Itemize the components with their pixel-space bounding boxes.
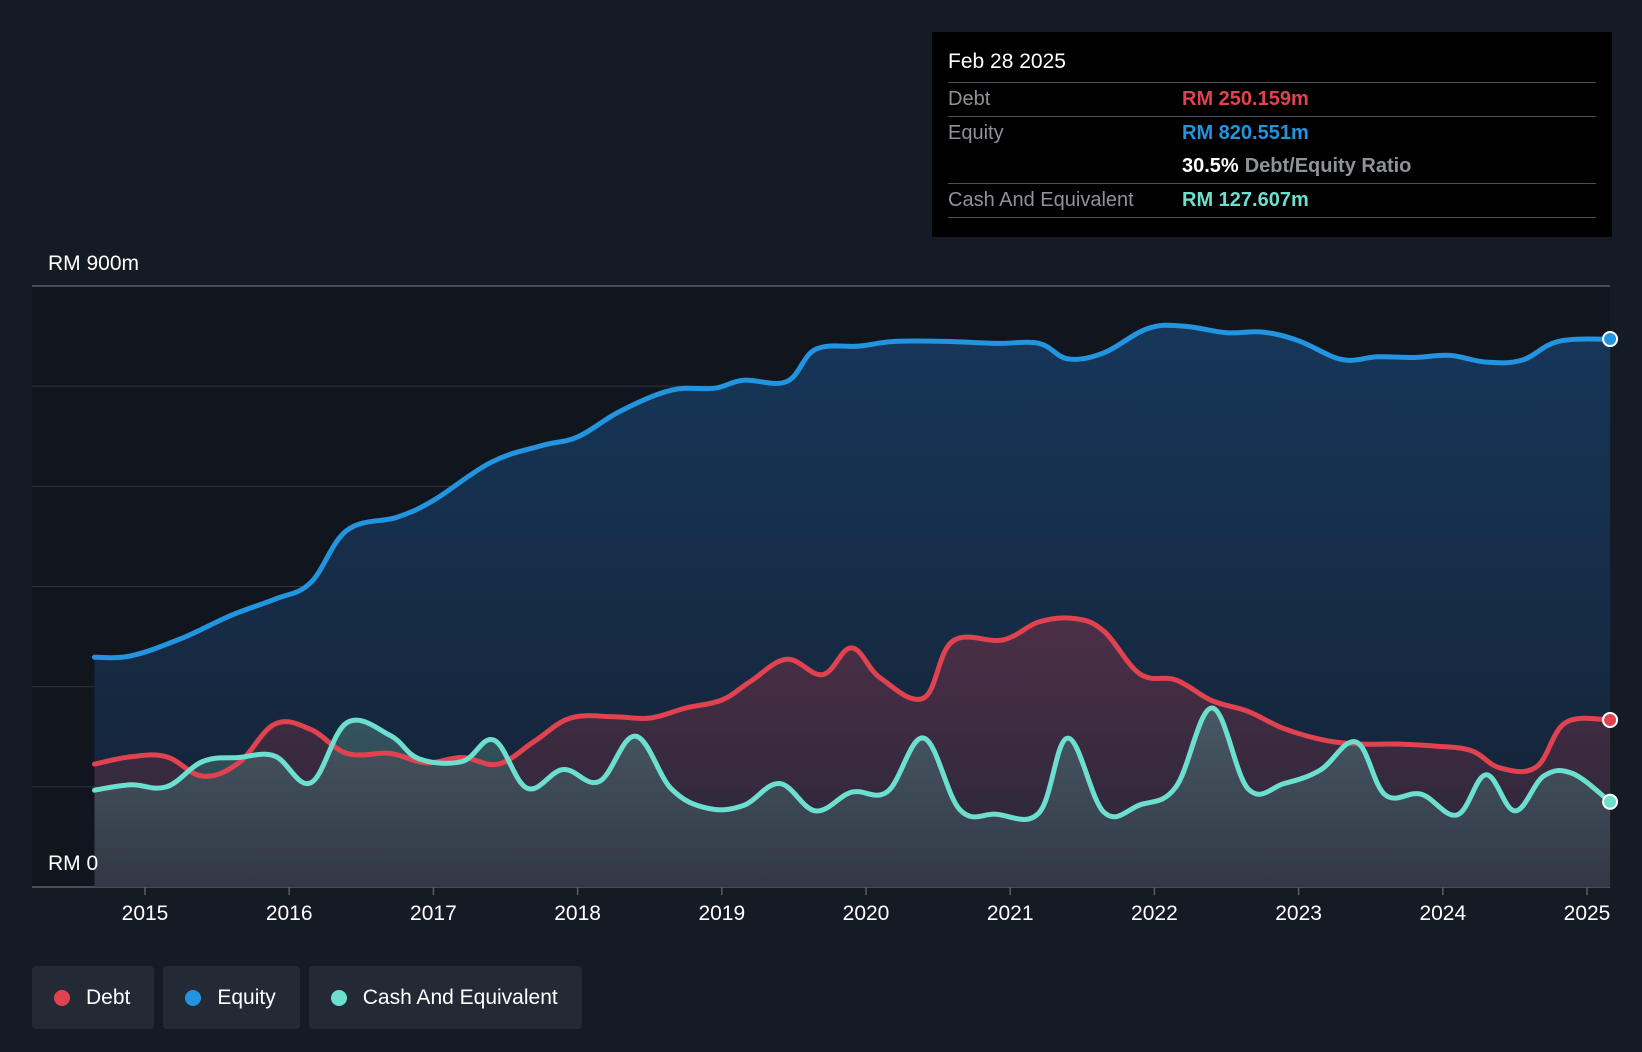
chart-legend: Debt Equity Cash And Equivalent [32,966,582,1029]
legend-item-debt[interactable]: Debt [32,966,155,1029]
cash-line [92,705,1613,822]
x-axis: 2015 2016 2017 2018 2019 2020 2021 2022 2023 2024… [122,887,1611,925]
tooltip-row-equity: Equity RM 820.551m [948,116,1596,150]
x-tick-label: 2021 [987,902,1034,925]
equity-dot-icon [185,989,202,1006]
cash-dot-icon [330,989,347,1006]
legend-item-equity[interactable]: Equity [163,966,300,1029]
legend-equity-label: Equity [217,985,276,1009]
legend-cash-label: Cash And Equivalent [362,985,558,1009]
tooltip-equity-label: Equity [948,122,1004,144]
tooltip-debt-value: RM 250.159m [1182,88,1309,110]
tooltip-cash-label: Cash And Equivalent [948,189,1134,211]
debt-endpoint-marker[interactable] [1602,711,1619,728]
y-axis-bottom-label: RM 0 [48,852,98,875]
legend-item-cash[interactable]: Cash And Equivalent [308,966,582,1029]
tooltip-ratio-value: 30.5% [1182,155,1239,177]
tooltip-panel: Feb 28 2025 Debt RM 250.159m Equity RM 8… [932,32,1612,237]
x-tick-label: 2025 [1564,902,1611,925]
x-tick-label: 2020 [843,902,890,925]
tooltip-date: Feb 28 2025 [948,50,1066,73]
equity-line [92,322,1613,661]
debt-dot-icon [54,989,70,1006]
tooltip-debt-label: Debt [948,88,991,110]
y-axis-top-label: RM 900m [48,252,139,275]
debt-line [92,615,1613,779]
equity-endpoint-marker[interactable] [1602,331,1619,348]
tooltip-ratio-label: Debt/Equity Ratio [1244,155,1412,177]
legend-debt-label: Debt [86,985,131,1009]
x-tick-label: 2016 [266,902,313,925]
tooltip-row-debt: Debt RM 250.159m [948,82,1596,116]
x-tick-label: 2024 [1419,902,1466,925]
x-tick-label: 2022 [1131,902,1178,925]
x-tick-label: 2018 [554,902,601,925]
x-tick-label: 2023 [1275,902,1322,925]
x-tick-label: 2019 [698,902,745,925]
x-tick-label: 2017 [410,902,457,925]
cash-endpoint-marker[interactable] [1602,793,1619,810]
tooltip-row-ratio: 30.5% Debt/Equity Ratio [948,150,1596,183]
tooltip-cash-value: RM 127.607m [1182,189,1309,211]
tooltip-row-cash: Cash And Equivalent RM 127.607m [948,183,1596,218]
tooltip-equity-value: RM 820.551m [1182,122,1309,144]
x-tick-label: 2015 [122,902,169,925]
